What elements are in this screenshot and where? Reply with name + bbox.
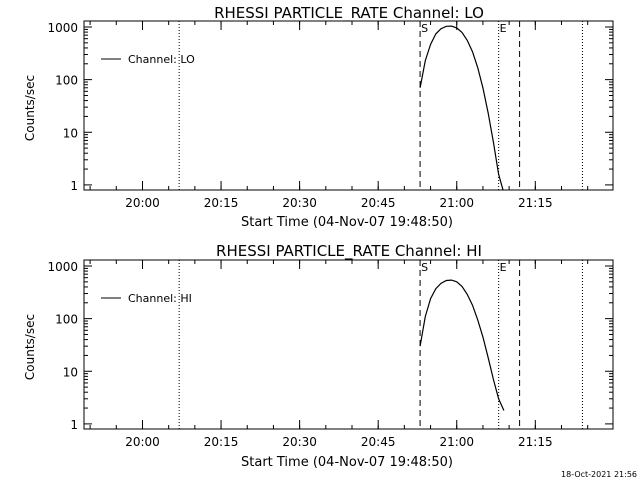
y-tick-label: 100 [55, 313, 78, 327]
x-tick-label: 20:00 [125, 196, 160, 210]
chart-marks: 1 10 100 1000 20:00 20:15 20:30 20:45 21:00 21:15… [47, 259, 614, 449]
plot-frame [83, 259, 614, 430]
x-tick-label: 21:00 [439, 196, 474, 210]
x-axis-label: Start Time (04-Nov-07 19:48:50) [241, 215, 453, 230]
x-tick-label: 20:15 [204, 196, 239, 210]
y-tick-label: 10 [63, 126, 78, 140]
x-axis-label: Start Time (04-Nov-07 19:48:50) [241, 455, 453, 470]
x-tick-label: 20:30 [282, 196, 317, 210]
x-tick-label: 21:15 [518, 196, 553, 210]
y-tick-label: 10 [63, 365, 78, 379]
footer-timestamp: 18-Oct-2021 21:56 [561, 470, 637, 479]
x-tick-label: 20:30 [282, 435, 317, 449]
marker-label: E [500, 22, 507, 35]
y-axis-label: Counts/sec [23, 75, 37, 141]
chart-panel-hi: RHESSI PARTICLE_RATE Channel: HI Start T… [23, 242, 614, 470]
x-tick-label: 20:45 [361, 435, 396, 449]
legend-label: Channel: HI [128, 292, 192, 305]
legend-label: Channel: LO [128, 53, 195, 66]
chart-panel-lo: RHESSI PARTICLE_RATE Channel: LO Start T… [23, 4, 614, 230]
x-tick-label: 20:15 [204, 435, 239, 449]
x-tick-label: 20:45 [361, 196, 396, 210]
marker-label: S [421, 22, 428, 35]
y-tick-label: 1000 [47, 21, 78, 35]
series-line [419, 279, 505, 411]
marker-label: E [500, 261, 507, 274]
x-tick-label: 21:15 [518, 435, 553, 449]
y-axis-label: Counts/sec [23, 314, 37, 380]
y-tick-label: 1000 [47, 260, 78, 274]
marker-label: S [421, 261, 428, 274]
y-tick-label: 1 [70, 418, 78, 432]
y-tick-label: 1 [70, 179, 78, 193]
chart-marks: 1 10 100 1000 20:00 20:15 20:30 20:45 21:00 21:15… [47, 20, 614, 210]
chart-title: RHESSI PARTICLE_RATE Channel: HI [216, 242, 482, 261]
x-tick-label: 21:00 [439, 435, 474, 449]
y-tick-label: 100 [55, 74, 78, 88]
chart-title: RHESSI PARTICLE_RATE Channel: LO [214, 4, 484, 23]
x-tick-label: 20:00 [125, 435, 160, 449]
series-line [419, 25, 504, 190]
plot-frame [83, 20, 614, 191]
